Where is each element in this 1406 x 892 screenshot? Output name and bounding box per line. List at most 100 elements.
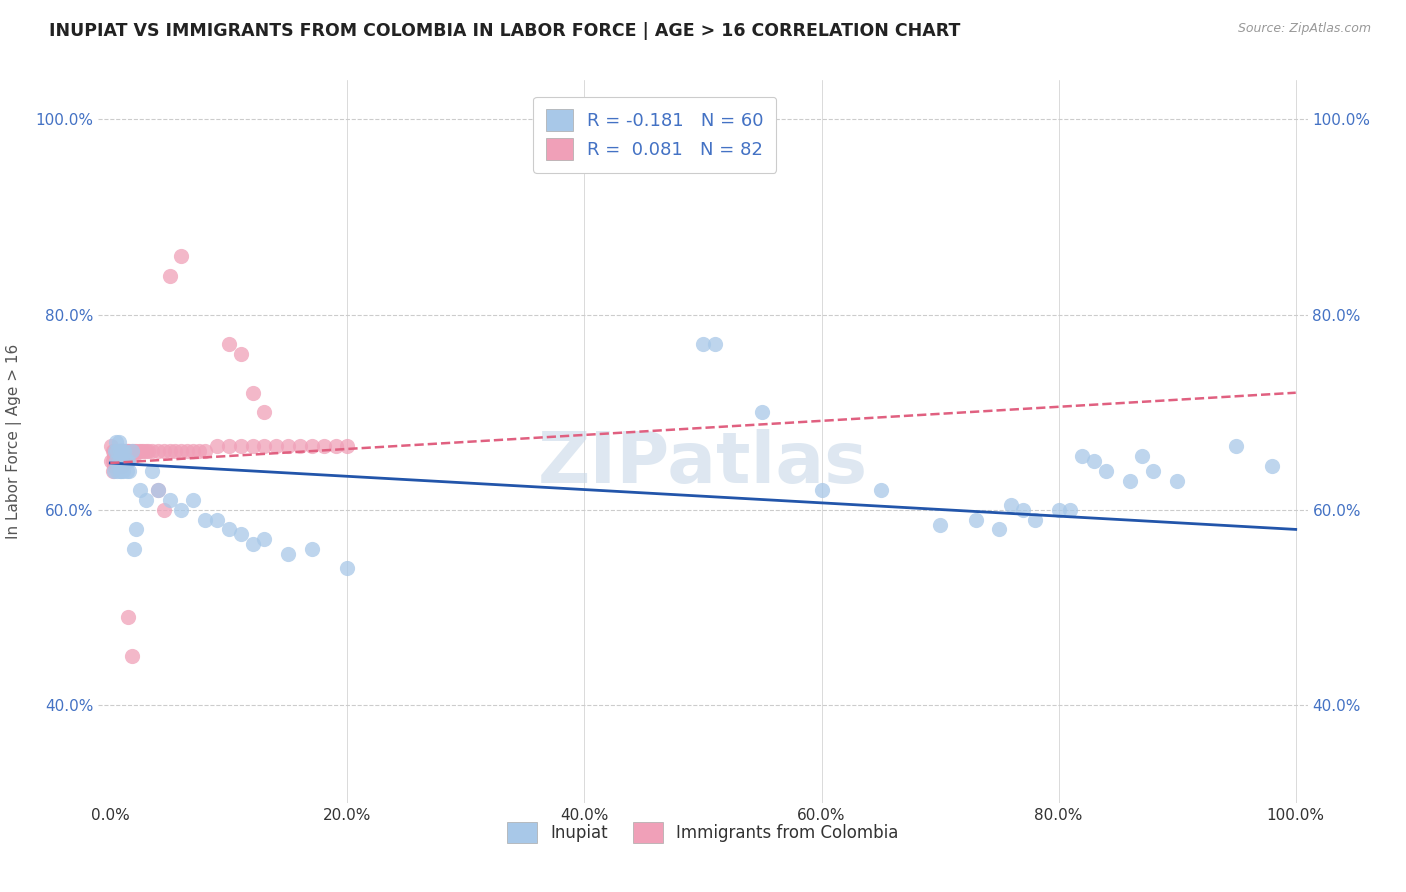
Point [107,454,129,468]
Point [170,444,193,458]
Point [277,547,299,561]
Point [1024,513,1046,527]
Point [1000,498,1022,512]
Point [107,449,129,463]
Point [229,346,252,360]
Point [205,513,228,527]
Point [104,444,127,458]
Point [111,454,134,468]
Point [277,439,299,453]
Point [205,439,228,453]
Point [115,449,138,463]
Point [703,337,725,351]
Point [135,493,157,508]
Point [122,541,145,556]
Point [194,444,217,458]
Point [121,444,143,458]
Point [121,444,143,458]
Point [301,439,323,453]
Point [965,513,987,527]
Point [312,439,335,453]
Point [103,464,125,478]
Point [104,454,127,468]
Point [111,444,134,458]
Point [242,537,264,551]
Point [132,444,155,458]
Point [105,434,128,449]
Point [114,449,136,463]
Point [129,444,152,458]
Point [107,454,129,468]
Point [105,454,128,468]
Point [253,405,276,419]
Point [128,444,150,458]
Point [218,439,240,453]
Point [1166,474,1188,488]
Point [105,449,128,463]
Point [114,444,136,458]
Text: Source: ZipAtlas.com: Source: ZipAtlas.com [1237,22,1371,36]
Point [218,337,240,351]
Point [929,517,952,532]
Point [105,454,128,468]
Point [117,449,139,463]
Legend: Inupiat, Immigrants from Colombia: Inupiat, Immigrants from Colombia [494,809,912,856]
Point [105,454,128,468]
Point [146,444,169,458]
Point [181,493,204,508]
Point [115,464,138,478]
Point [108,449,131,463]
Point [111,449,134,463]
Point [108,444,131,458]
Point [136,444,159,458]
Point [170,249,193,263]
Point [101,464,124,478]
Point [118,449,141,463]
Y-axis label: In Labor Force | Age > 16: In Labor Force | Age > 16 [6,344,21,539]
Point [242,439,264,453]
Point [104,449,127,463]
Point [103,449,125,463]
Point [108,454,131,468]
Point [110,464,132,478]
Point [141,444,163,458]
Point [125,523,148,537]
Point [111,458,134,473]
Point [336,561,359,575]
Point [122,449,145,463]
Point [115,444,138,458]
Point [121,649,143,664]
Point [103,444,125,458]
Point [1071,449,1094,463]
Point [118,464,141,478]
Point [1261,458,1284,473]
Point [810,483,832,498]
Point [229,527,252,541]
Point [117,454,139,468]
Point [176,444,198,458]
Point [159,493,181,508]
Point [129,483,152,498]
Point [105,444,128,458]
Point [118,444,141,458]
Point [107,444,129,458]
Point [159,268,181,283]
Point [110,449,132,463]
Point [152,444,174,458]
Point [264,439,287,453]
Point [135,444,157,458]
Point [100,439,122,453]
Text: ZIPatlas: ZIPatlas [538,429,868,498]
Point [114,444,136,458]
Point [103,458,125,473]
Point [152,503,174,517]
Point [1130,449,1153,463]
Point [121,449,143,463]
Point [114,454,136,468]
Point [1119,474,1142,488]
Point [114,444,136,458]
Point [188,444,211,458]
Point [107,434,129,449]
Point [110,454,132,468]
Point [117,444,139,458]
